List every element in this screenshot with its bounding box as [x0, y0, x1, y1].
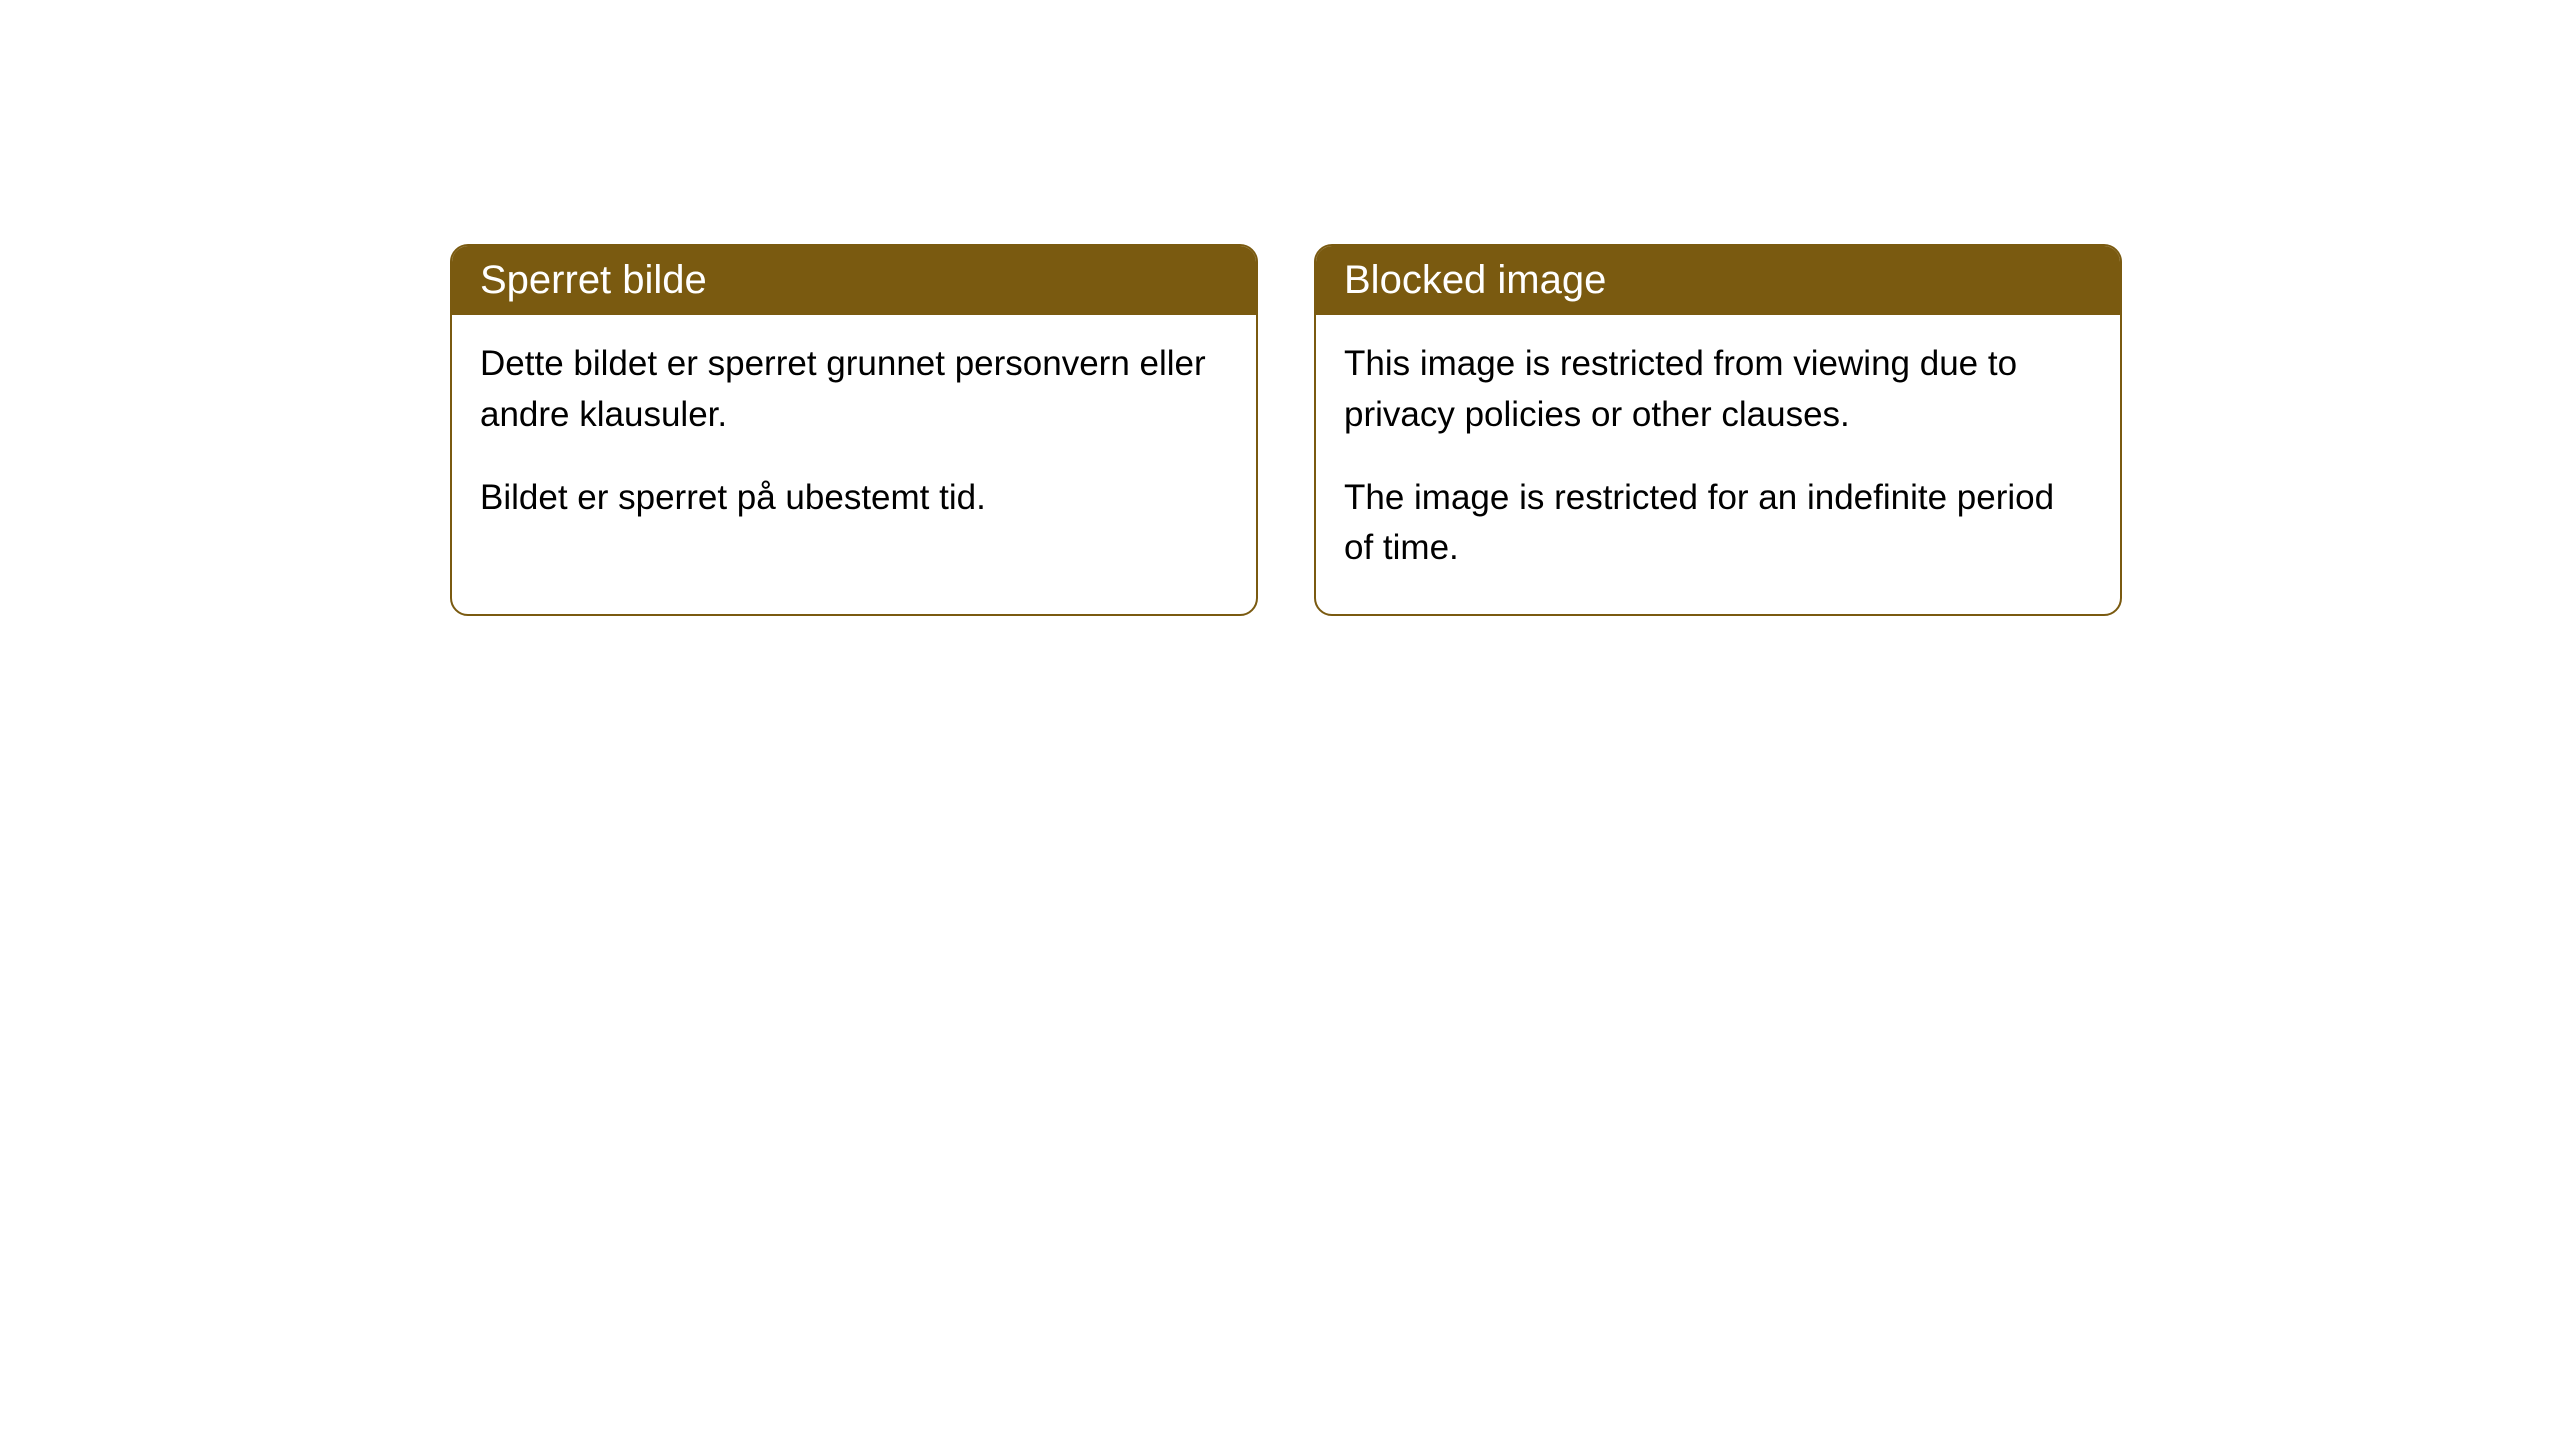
card-body: Dette bildet er sperret grunnet personve… [452, 315, 1256, 563]
notice-cards-container: Sperret bilde Dette bildet er sperret gr… [450, 244, 2122, 616]
blocked-image-card-no: Sperret bilde Dette bildet er sperret gr… [450, 244, 1258, 616]
card-body: This image is restricted from viewing du… [1316, 315, 2120, 614]
card-header: Blocked image [1316, 246, 2120, 315]
blocked-image-card-en: Blocked image This image is restricted f… [1314, 244, 2122, 616]
card-paragraph: This image is restricted from viewing du… [1344, 339, 2092, 441]
card-paragraph: Bildet er sperret på ubestemt tid. [480, 473, 1228, 524]
card-paragraph: The image is restricted for an indefinit… [1344, 473, 2092, 575]
card-paragraph: Dette bildet er sperret grunnet personve… [480, 339, 1228, 441]
card-header: Sperret bilde [452, 246, 1256, 315]
